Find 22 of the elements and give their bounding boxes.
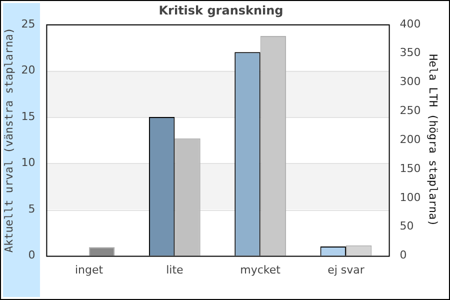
y2-tick-label: 200 — [400, 132, 421, 146]
x-tick-label: mycket — [240, 263, 282, 276]
y2-tick-label: 150 — [400, 162, 421, 175]
y2-tick-label: 350 — [400, 46, 421, 60]
y2-tick-label: 300 — [400, 75, 421, 88]
x-tick-label: inget — [74, 263, 104, 276]
y-tick-label: 10 — [21, 156, 36, 170]
y-tick-label: 20 — [21, 64, 36, 77]
x-tick-label: ej svar — [328, 263, 365, 276]
y2-axis-title: Hela LTH (högra staplarna) — [426, 54, 440, 226]
y-axis-title: Aktuellt urval (vänstra staplarna) — [2, 28, 16, 253]
y2-tick-label: 100 — [400, 190, 421, 204]
chart-title: Kritisk granskning — [158, 3, 284, 18]
y2-tick-label: 0 — [400, 248, 407, 262]
x-tick-label: lite — [166, 263, 184, 276]
y-tick-label: 0 — [28, 248, 36, 262]
y2-tick-label: 250 — [400, 104, 421, 118]
y2-tick-label: 50 — [400, 220, 414, 233]
y2-tick-label: 400 — [400, 17, 421, 30]
y-tick-label: 5 — [28, 202, 36, 216]
y-tick-label: 25 — [21, 17, 36, 30]
y-tick-label: 15 — [21, 110, 36, 123]
